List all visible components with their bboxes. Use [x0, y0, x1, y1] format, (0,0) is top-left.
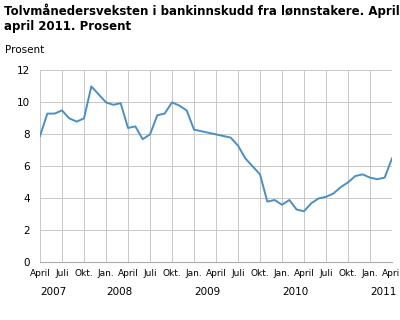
- Text: Tolvmånedersveksten i bankinnskudd fra lønnstakere. April 2007-
april 2011. Pros: Tolvmånedersveksten i bankinnskudd fra l…: [4, 3, 400, 33]
- Text: 2010: 2010: [282, 287, 308, 297]
- Text: 2007: 2007: [40, 287, 66, 297]
- Text: 2008: 2008: [106, 287, 132, 297]
- Text: 2009: 2009: [194, 287, 220, 297]
- Text: 2011: 2011: [370, 287, 396, 297]
- Text: Prosent: Prosent: [5, 45, 44, 55]
